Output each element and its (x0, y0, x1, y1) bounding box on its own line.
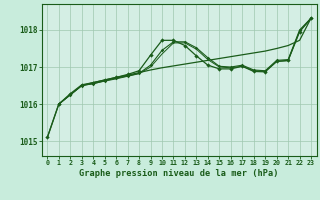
X-axis label: Graphe pression niveau de la mer (hPa): Graphe pression niveau de la mer (hPa) (79, 169, 279, 178)
